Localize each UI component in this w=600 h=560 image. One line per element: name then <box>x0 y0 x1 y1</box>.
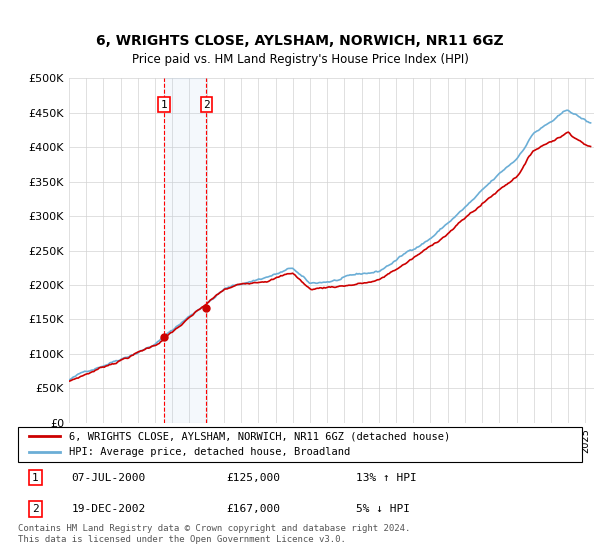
Text: 19-DEC-2002: 19-DEC-2002 <box>71 504 146 514</box>
Text: HPI: Average price, detached house, Broadland: HPI: Average price, detached house, Broa… <box>69 447 350 458</box>
Text: 1: 1 <box>161 100 167 110</box>
Text: This data is licensed under the Open Government Licence v3.0.: This data is licensed under the Open Gov… <box>18 535 346 544</box>
Text: £125,000: £125,000 <box>227 473 281 483</box>
Text: 13% ↑ HPI: 13% ↑ HPI <box>356 473 417 483</box>
Text: 5% ↓ HPI: 5% ↓ HPI <box>356 504 410 514</box>
Bar <box>164 78 206 423</box>
Text: Price paid vs. HM Land Registry's House Price Index (HPI): Price paid vs. HM Land Registry's House … <box>131 53 469 66</box>
Text: £167,000: £167,000 <box>227 504 281 514</box>
Text: 2: 2 <box>203 100 209 110</box>
FancyBboxPatch shape <box>18 427 582 462</box>
Text: 2: 2 <box>32 504 39 514</box>
Text: Contains HM Land Registry data © Crown copyright and database right 2024.: Contains HM Land Registry data © Crown c… <box>18 524 410 533</box>
Text: 6, WRIGHTS CLOSE, AYLSHAM, NORWICH, NR11 6GZ: 6, WRIGHTS CLOSE, AYLSHAM, NORWICH, NR11… <box>96 34 504 48</box>
Text: 6, WRIGHTS CLOSE, AYLSHAM, NORWICH, NR11 6GZ (detached house): 6, WRIGHTS CLOSE, AYLSHAM, NORWICH, NR11… <box>69 431 450 441</box>
Text: 1: 1 <box>32 473 39 483</box>
Text: 07-JUL-2000: 07-JUL-2000 <box>71 473 146 483</box>
